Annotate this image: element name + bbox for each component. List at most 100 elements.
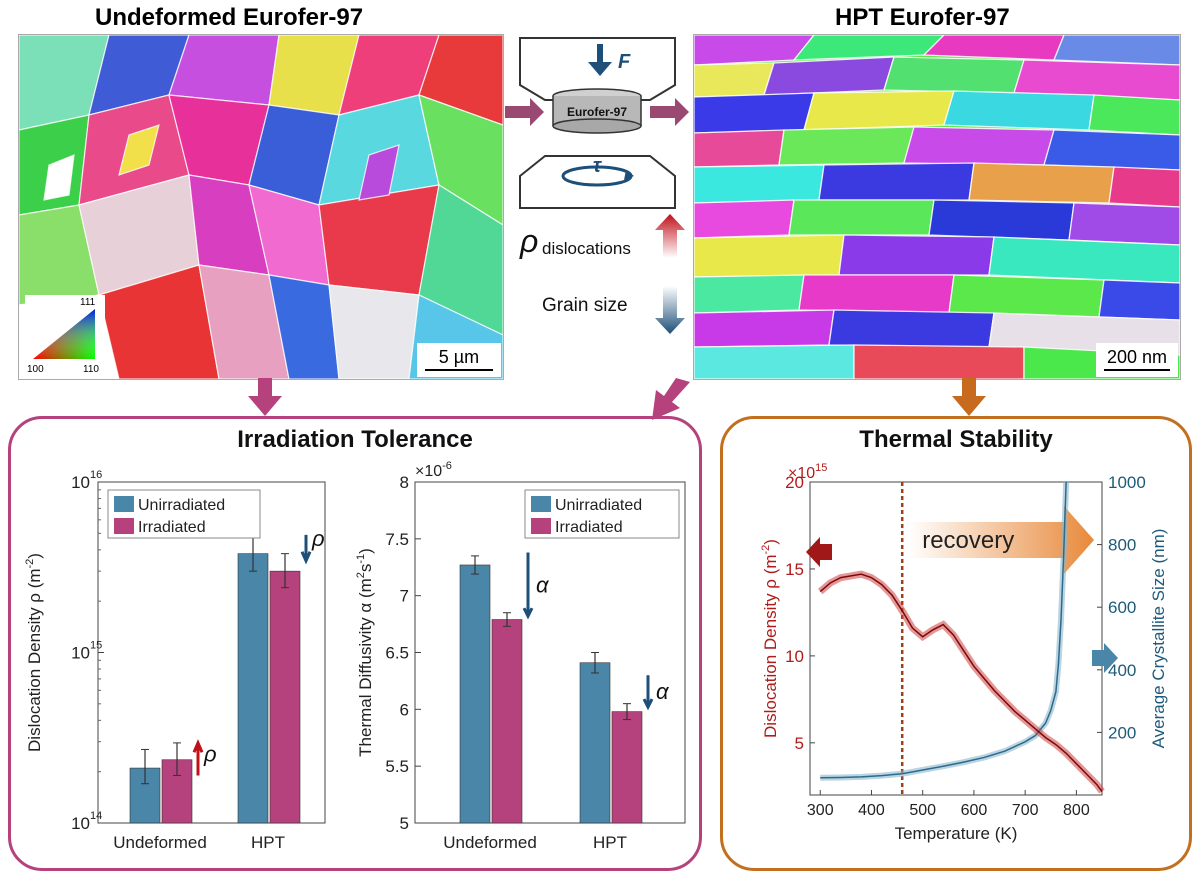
- hpt-schematic: F Eurofer-97 τ ρ dislocations Grain size: [505, 37, 689, 334]
- left-to-center-arrow-icon: [505, 98, 544, 126]
- hpt-ebsd-map: 200 nm: [693, 34, 1181, 380]
- y-tick-label: 6.5: [385, 644, 409, 663]
- right-axis-pointer-icon: [1092, 643, 1118, 673]
- alpha-annotation: α: [656, 679, 670, 704]
- x-tick-label: Undeformed: [443, 833, 537, 852]
- y-multiplier-base: ×10: [415, 463, 442, 480]
- torque-label: τ: [593, 155, 603, 177]
- y-tick-label: 8: [400, 473, 409, 492]
- alpha-annotation: α: [536, 572, 550, 597]
- hpt-heading: HPT Eurofer-97: [835, 4, 1010, 31]
- y-tick-label: 5.5: [385, 757, 409, 776]
- left-y-tick-label: 5: [795, 734, 804, 753]
- bar-unirradiated-hpt: [579, 662, 611, 824]
- left-down-arrow-icon: [248, 378, 282, 416]
- left-y-tick-label: 10: [785, 647, 804, 666]
- legend-label: Irradiated: [138, 519, 206, 536]
- y-tick-label: 7: [400, 587, 409, 606]
- undeformed-heading: Undeformed Eurofer-97: [95, 4, 364, 31]
- connector-arrows: [248, 378, 986, 420]
- decrease-arrow-icon: [655, 286, 685, 334]
- left-axis-label: Dislocation Density ρ (m-2): [760, 539, 780, 738]
- legend-label: Unirradiated: [138, 497, 225, 514]
- y-axis-label-end: ): [25, 553, 44, 559]
- scalebar-right: 200 nm: [1096, 343, 1178, 377]
- y-multiplier-exp: -6: [442, 460, 452, 472]
- lower-anvil: [519, 155, 676, 209]
- undeformed-ebsd-map: 111 100 110 5 µm: [18, 34, 504, 380]
- bar-unirradiated-hpt: [237, 553, 269, 824]
- x-tick-label: HPT: [251, 833, 285, 852]
- y-axis-label-main: Thermal Diffusivity α (m: [356, 578, 375, 757]
- y-axis-label-main: Dislocation Density ρ (m: [25, 568, 44, 752]
- rho-down-arrow-icon: [300, 534, 312, 565]
- legend-label: Irradiated: [555, 519, 623, 536]
- x-tick-label: 800: [1063, 802, 1090, 819]
- y-tick-exponent: 16: [90, 469, 102, 481]
- bar-irradiated-hpt: [269, 570, 301, 824]
- right-down-arrow-icon: [952, 378, 986, 416]
- ipf-label-100: 100: [27, 364, 44, 375]
- y-tick-label: 10: [71, 814, 90, 833]
- x-axis-label: Temperature (K): [895, 824, 1018, 843]
- bar-unirradiated-undeformed: [459, 564, 491, 824]
- y-tick-exponent: 14: [90, 810, 102, 822]
- grain-size-label: Grain size: [542, 295, 628, 316]
- increase-arrow-icon: [655, 214, 685, 258]
- x-tick-label: 700: [1012, 802, 1039, 819]
- rho-symbol: ρ: [519, 223, 538, 259]
- alpha-down-arrow-icon: [642, 675, 654, 711]
- force-arrow-icon: [588, 44, 612, 76]
- force-label: F: [618, 51, 631, 73]
- left-multiplier: ×1015: [788, 462, 827, 482]
- rho-annotation-hpt: ρ: [311, 526, 325, 551]
- x-tick-label: 600: [961, 802, 988, 819]
- y-tick-label: 5: [400, 814, 409, 833]
- scalebar-left-line: [425, 369, 493, 371]
- dislocation-density-line: [819, 573, 1103, 792]
- y-axis-label-sup2: -1: [355, 554, 367, 564]
- x-tick-label: HPT: [593, 833, 627, 852]
- legend-swatch: [114, 496, 134, 512]
- y-tick-label: 6: [400, 700, 409, 719]
- left-axis-label-main: Dislocation Density ρ (m: [761, 554, 780, 738]
- irradiation-panel: [8, 416, 702, 871]
- right-y-tick-label: 800: [1108, 536, 1136, 555]
- y-multiplier: ×10-6: [415, 460, 452, 480]
- left-axis-label-sup: -2: [760, 545, 772, 555]
- y-axis-label: Thermal Diffusivity α (m2s-1): [355, 548, 375, 757]
- y-axis-label-end: ): [356, 548, 375, 554]
- diagonal-arrow-icon: [652, 378, 690, 420]
- alpha-down-arrow-icon: [522, 552, 534, 620]
- recovery-label: recovery: [922, 527, 1014, 554]
- right-axis-label: Average Crystallite Size (nm): [1149, 529, 1168, 749]
- x-tick-label: 400: [858, 802, 885, 819]
- thermal-stability-line-chart: recovery 300 400 500 600 700 800 Temperature (K…: [760, 462, 1168, 843]
- y-axis-label-sup: -2: [24, 559, 36, 569]
- y-tick-label: 7.5: [385, 530, 409, 549]
- legend-swatch: [531, 496, 551, 512]
- right-y-tick-label: 1000: [1108, 473, 1146, 492]
- left-y-tick-label: 20: [785, 473, 804, 492]
- irradiation-title: Irradiation Tolerance: [237, 426, 473, 453]
- bar-irradiated-hpt: [611, 711, 643, 824]
- y-axis-label-sup1: 2: [355, 572, 367, 578]
- rho-subscript: dislocations: [542, 239, 631, 258]
- scalebar-right-line: [1104, 369, 1170, 371]
- right-y-tick-label: 600: [1108, 598, 1136, 617]
- y-tick-label: 10: [71, 473, 90, 492]
- ipf-label-111: 111: [80, 297, 96, 308]
- y-axis-label: Dislocation Density ρ (m-2): [24, 553, 44, 752]
- left-y-tick-label: 15: [785, 560, 804, 579]
- right-y-tick-label: 200: [1108, 723, 1136, 742]
- ipf-legend: 111 100 110: [25, 295, 105, 375]
- y-tick-label: 10: [71, 644, 90, 663]
- legend-swatch: [531, 518, 551, 534]
- thermal-title: Thermal Stability: [859, 426, 1053, 453]
- scalebar-left: 5 µm: [417, 343, 501, 377]
- scalebar-right-label: 200 nm: [1106, 347, 1168, 367]
- crystallite-size-line: [820, 481, 1067, 779]
- recovery-arrow-icon: [908, 506, 1094, 574]
- scalebar-left-label: 5 µm: [438, 347, 480, 367]
